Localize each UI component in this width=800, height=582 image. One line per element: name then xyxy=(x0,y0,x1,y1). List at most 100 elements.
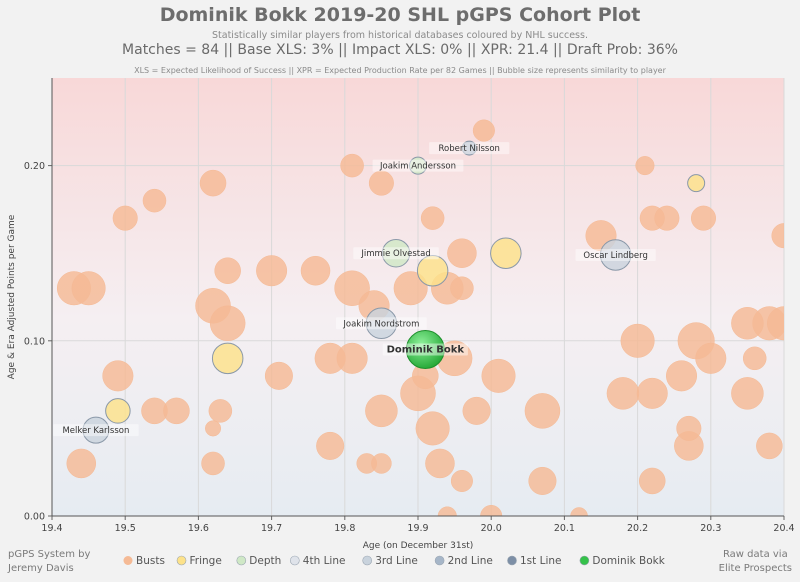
bubble-busts xyxy=(447,238,477,268)
bubble-busts xyxy=(66,448,97,479)
x-tick-label: 20.1 xyxy=(554,523,575,534)
bubble-fringe xyxy=(105,398,131,424)
y-tick-label: 0.20 xyxy=(24,161,45,172)
player-label-bg xyxy=(575,248,656,261)
player-label-bg xyxy=(372,159,464,172)
bubble-busts xyxy=(450,469,473,492)
bubble-3rd-line xyxy=(82,416,110,444)
legend-swatch xyxy=(289,555,300,566)
chart-title: Dominik Bokk 2019-20 SHL pGPS Cohort Plo… xyxy=(159,4,641,26)
bubble-dominik-bokk xyxy=(405,330,445,370)
player-label: Melker Karlsson xyxy=(62,426,129,436)
bubble-busts xyxy=(742,346,767,371)
bubble-busts xyxy=(731,307,764,340)
bubble-busts xyxy=(209,305,246,342)
bubble-busts xyxy=(756,432,783,460)
credit-left-line1: pGPS System by xyxy=(8,549,91,560)
legend-item: Dominik Bokk xyxy=(592,555,665,567)
bubble-3rd-line xyxy=(599,239,632,271)
credit-right-line1: Raw data via xyxy=(722,549,788,560)
legend-swatch xyxy=(236,555,247,566)
bubble-busts xyxy=(112,205,138,231)
legend: Busts Fringe Depth 4th Line 3rd Line 2nd Line… xyxy=(123,555,666,567)
bubble-busts xyxy=(163,397,190,425)
bubble-busts xyxy=(205,420,222,437)
x-tick-label: 19.8 xyxy=(334,523,355,534)
y-tick-label: 0.10 xyxy=(24,336,45,347)
x-tick-label: 19.6 xyxy=(188,523,209,534)
x-tick-label: 19.9 xyxy=(407,523,428,534)
credit-right: Raw data via Elite Prospects xyxy=(719,548,792,576)
bubble-busts xyxy=(666,360,698,392)
bubble-busts xyxy=(393,271,428,306)
bubble-busts xyxy=(420,206,445,230)
bubble-busts xyxy=(606,377,640,410)
bubble-busts xyxy=(300,255,331,286)
x-tick-label: 19.5 xyxy=(115,523,136,534)
legend-swatch xyxy=(123,556,133,565)
bubble-busts xyxy=(102,360,134,392)
bubble-busts xyxy=(690,205,716,231)
stats-line: Matches = 84 || Base XLS: 3% || Impact X… xyxy=(122,42,678,58)
player-label-bg xyxy=(382,343,468,356)
bubble-depth xyxy=(409,156,427,175)
axes: 19.4 19.5 19.6 19.7 19.8 19.9 20.0 20.1 20.2 20.3… xyxy=(24,78,795,534)
bubble-fringe xyxy=(416,254,449,287)
bubble-busts xyxy=(371,453,392,474)
bubble-busts xyxy=(771,223,784,249)
bubble-busts xyxy=(480,505,503,516)
player-label: Jimmie Olvestad xyxy=(360,249,430,259)
bubble-busts xyxy=(415,411,450,446)
bubble-fringe xyxy=(490,237,522,269)
bubble-busts xyxy=(638,467,666,495)
bubble-busts xyxy=(256,255,288,287)
bubble-busts xyxy=(528,466,557,495)
legend-swatch xyxy=(434,555,445,566)
legend-swatch xyxy=(507,555,517,566)
legend-swatch xyxy=(579,555,590,566)
bubble-busts xyxy=(316,431,345,460)
legend-item: Fringe xyxy=(190,555,222,567)
y-tick-label: 0.00 xyxy=(24,512,45,523)
bubble-busts xyxy=(570,507,588,516)
x-tick-label: 19.4 xyxy=(41,523,62,534)
bubble-busts xyxy=(695,342,727,374)
player-label: Dominik Bokk xyxy=(387,345,465,356)
player-label-bg xyxy=(429,142,510,155)
bubble-busts xyxy=(620,323,655,358)
bubble-busts xyxy=(472,119,495,142)
bubble-busts xyxy=(636,377,668,409)
legend-swatch xyxy=(176,555,187,566)
player-labels: Dominik Bokk Robert Nilsson Joakim Anderss… xyxy=(53,142,656,437)
x-tick-label: 20.2 xyxy=(627,523,648,534)
player-label: Joakim Andersson xyxy=(379,162,456,172)
bubble-busts xyxy=(199,169,227,197)
bubble-layer xyxy=(56,119,784,516)
legend-item: 1st Line xyxy=(520,555,562,567)
bubble-busts xyxy=(425,448,455,479)
credit-left: pGPS System by Jeremy Davis xyxy=(8,548,90,576)
x-axis-title: Age (on December 31st) xyxy=(363,541,474,551)
bubble-busts xyxy=(676,415,702,441)
y-axis-title: Age & Era Adjusted Points per Game xyxy=(7,214,17,379)
bubble-busts xyxy=(142,188,167,213)
bubble-busts xyxy=(654,205,680,231)
legend-item: Depth xyxy=(249,555,281,567)
bubble-busts xyxy=(481,358,516,393)
bubble-2nd-line xyxy=(461,140,477,156)
player-label-bg xyxy=(353,247,439,260)
bubble-busts xyxy=(524,393,561,429)
bubble-busts xyxy=(201,451,225,476)
legend-item: 2nd Line xyxy=(448,555,493,567)
bubble-fringe xyxy=(687,174,706,193)
bubble-busts xyxy=(71,271,106,306)
x-tick-label: 20.3 xyxy=(700,523,721,534)
definitions-note: XLS = Expected Likelihood of Success || … xyxy=(134,66,666,75)
bubble-busts xyxy=(264,361,293,390)
bubble-busts xyxy=(767,306,784,341)
credit-left-line2: Jeremy Davis xyxy=(8,563,74,574)
legend-swatch xyxy=(362,555,373,566)
bubble-busts xyxy=(334,270,370,306)
bubble-busts xyxy=(635,156,655,176)
